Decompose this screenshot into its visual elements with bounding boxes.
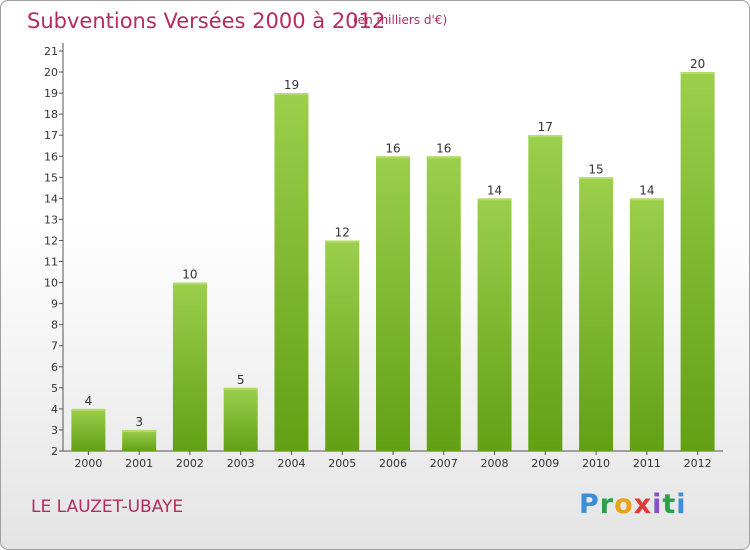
logo-letter: r: [599, 489, 615, 520]
x-axis: 2000 2001 2002 2003 2004 2005 2006 2007 2008 2009…: [63, 450, 723, 470]
logo-letter: t: [662, 489, 677, 520]
value-label: 19: [284, 78, 299, 92]
bar-highlight: [629, 198, 664, 201]
x-tick-label: 2007: [430, 457, 458, 470]
y-tick-label: 19: [44, 87, 58, 100]
bar-2009: [528, 135, 563, 452]
x-tick-label: 2004: [277, 457, 305, 470]
x-tick-label: 2005: [328, 457, 356, 470]
bar-2000: [71, 408, 106, 451]
y-tick-label: 17: [44, 129, 58, 142]
bars: [71, 72, 715, 452]
bar-2007: [426, 156, 461, 451]
logo-letter: i: [676, 489, 687, 520]
bar-highlight: [172, 282, 207, 285]
value-label: 14: [639, 183, 654, 197]
value-label: 20: [690, 57, 705, 71]
logo-letter: x: [633, 489, 653, 520]
y-tick-label: 2: [51, 445, 58, 458]
y-tick-label: 20: [44, 66, 58, 79]
x-tick-label: 2010: [582, 457, 610, 470]
bar-highlight: [274, 93, 309, 96]
y-tick-label: 7: [51, 340, 58, 353]
y-tick-label: 5: [51, 382, 58, 395]
bar-2010: [579, 177, 614, 451]
bar-highlight: [579, 177, 614, 180]
chart-subtitle: (en milliers d'€): [353, 13, 448, 27]
x-tick-label: 2012: [684, 457, 712, 470]
value-label: 15: [588, 162, 603, 176]
bar-2001: [122, 429, 157, 451]
x-tick-label: 2000: [74, 457, 102, 470]
value-label: 14: [487, 183, 502, 197]
value-label: 16: [436, 141, 451, 155]
y-tick-label: 16: [44, 150, 58, 163]
x-tick-label: 2009: [531, 457, 559, 470]
y-tick-label: 9: [51, 298, 58, 311]
bar-2006: [376, 156, 410, 451]
bar-2011: [629, 198, 664, 451]
y-tick-label: 11: [44, 256, 58, 269]
bar-highlight: [376, 156, 410, 159]
value-label: 12: [335, 225, 350, 239]
bar-highlight: [325, 240, 360, 243]
bar-2008: [477, 198, 512, 451]
bar-highlight: [680, 72, 715, 75]
x-tick-label: 2006: [379, 457, 407, 470]
proxiti-logo: Proxiti: [579, 489, 687, 520]
bar-2004: [274, 93, 309, 452]
y-tick-label: 12: [44, 234, 58, 247]
value-label: 3: [135, 415, 143, 429]
y-tick-label: 18: [44, 108, 58, 121]
commune-name: LE LAUZET-UBAYE: [31, 497, 184, 517]
y-tick-label: 3: [51, 424, 58, 437]
bar-2005: [325, 240, 360, 451]
y-tick-label: 13: [44, 213, 58, 226]
y-tick-label: 6: [51, 361, 58, 374]
x-tick-label: 2001: [125, 457, 153, 470]
value-label: 16: [385, 141, 400, 155]
value-label: 4: [85, 394, 93, 408]
bar-highlight: [528, 135, 563, 138]
logo-letter: o: [614, 489, 634, 520]
bar-highlight: [71, 408, 106, 411]
value-labels: 4 3 10 5 19 12 16 16 14 17 15 14 20: [85, 57, 706, 429]
y-tick-label: 10: [44, 277, 58, 290]
bar-2012: [680, 72, 715, 451]
y-tick-label: 15: [44, 171, 58, 184]
value-label: 10: [182, 268, 197, 282]
y-tick-label: 4: [51, 403, 58, 416]
bar-highlight: [426, 156, 461, 159]
bar-2002: [172, 282, 207, 451]
y-axis: 2 3 4 5 6 7 8 9 10 11 12 13 14 15 16 17 18 19 20 21: [44, 43, 64, 458]
value-label: 5: [237, 373, 245, 387]
bar-highlight: [477, 198, 512, 201]
bar-2003: [223, 387, 258, 451]
y-tick-label: 8: [51, 319, 58, 332]
x-tick-label: 2008: [481, 457, 509, 470]
chart-title: Subventions Versées 2000 à 2012: [27, 9, 386, 33]
logo-letter: i: [652, 489, 663, 520]
y-tick-label: 14: [44, 192, 58, 205]
x-tick-label: 2011: [633, 457, 661, 470]
x-tick-label: 2003: [227, 457, 255, 470]
bar-highlight: [223, 387, 258, 390]
logo-letter: P: [579, 489, 600, 520]
x-tick-label: 2002: [176, 457, 204, 470]
y-tick-label: 21: [44, 45, 58, 58]
bar-highlight: [122, 429, 157, 432]
value-label: 17: [538, 120, 553, 134]
